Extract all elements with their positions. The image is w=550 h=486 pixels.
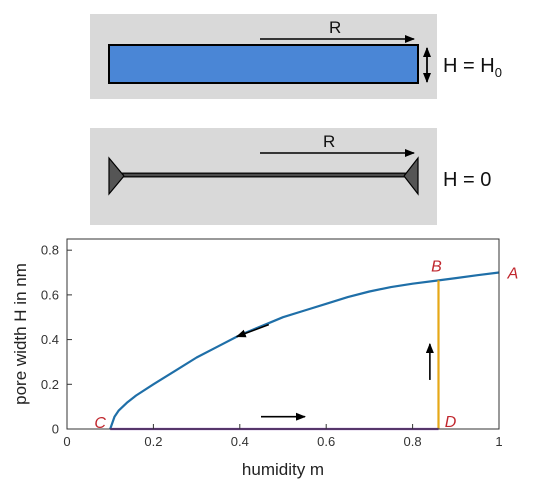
x-tick-label: 0.4	[231, 434, 249, 449]
series-line-0	[109, 271, 500, 430]
bottom-radius-label: R	[323, 132, 335, 151]
x-tick-label: 1	[495, 434, 502, 449]
x-tick-label: 0	[63, 434, 70, 449]
y-tick-label: 0.4	[41, 332, 59, 347]
top-height-subscript: 0	[495, 65, 502, 80]
left-edge-marker	[108, 156, 125, 196]
bottom-height-label: H = 0	[443, 169, 491, 191]
top-height-label: H = H0	[443, 55, 502, 80]
bottom-panel: R H = 0	[90, 128, 491, 225]
y-tick-label: 0.8	[41, 243, 59, 258]
x-tick-label: 0.2	[144, 434, 162, 449]
y-axis-title: pore width H in nm	[11, 263, 30, 405]
point-label-a: A	[507, 266, 519, 283]
axes-layer	[66, 238, 500, 430]
top-panel: R H = H0	[90, 14, 502, 99]
y-tick-label: 0.2	[41, 377, 59, 392]
pore-rectangle	[108, 44, 419, 84]
ticks-layer: 0 0.2 0.4 0.6 0.8 1 0 0.2 0.4 0.6 0.8	[41, 243, 503, 449]
plot-frame	[66, 238, 500, 430]
x-axis-title: humidity m	[242, 460, 324, 479]
x-tick-label: 0.6	[317, 434, 335, 449]
series-layer	[109, 271, 500, 431]
y-tick-label: 0	[52, 422, 59, 437]
point-label-b: B	[431, 258, 442, 275]
direction-arrow-down-left	[235, 323, 270, 338]
x-tick-label: 0.8	[404, 434, 422, 449]
right-edge-marker	[403, 156, 419, 196]
point-label-c: C	[94, 415, 106, 432]
point-label-d: D	[445, 414, 457, 431]
hysteresis-chart: 0 0.2 0.4 0.6 0.8 1 0 0.2 0.4 0.6 0.8 A B C D humidit…	[11, 238, 518, 479]
point-labels-layer: A B C D	[94, 258, 518, 432]
top-radius-label: R	[329, 18, 341, 37]
direction-arrows-layer	[235, 323, 434, 421]
y-tick-label: 0.6	[41, 287, 59, 302]
